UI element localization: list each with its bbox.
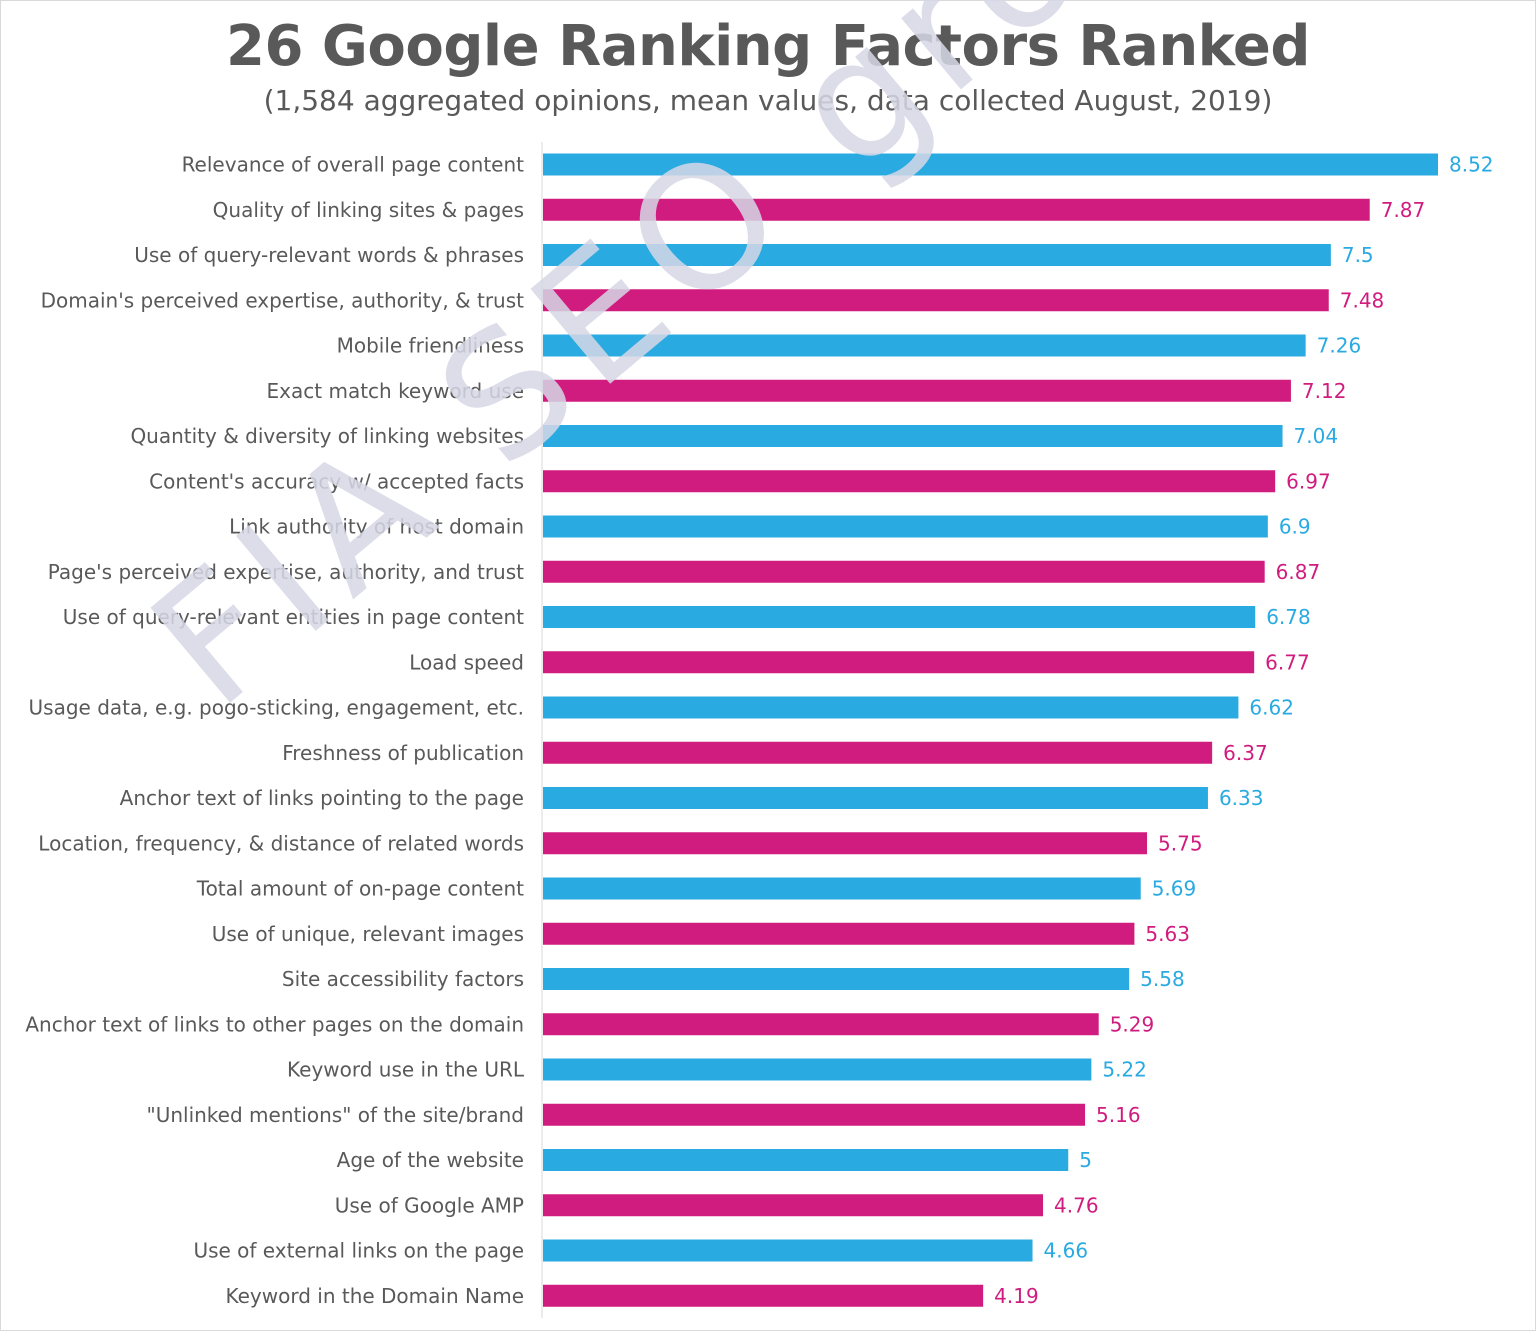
category-label: Anchor text of links pointing to the pag… <box>120 786 524 810</box>
bar <box>543 877 1141 900</box>
bar <box>543 1103 1086 1126</box>
data-label: 4.19 <box>994 1284 1039 1308</box>
category-label: Link authority of host domain <box>229 515 524 539</box>
category-label: Use of external links on the page <box>193 1239 524 1263</box>
bar <box>543 334 1306 357</box>
bar <box>543 153 1438 176</box>
data-label: 5.22 <box>1102 1058 1147 1082</box>
chart-title: 26 Google Ranking Factors Ranked <box>226 14 1310 79</box>
bar <box>543 606 1256 628</box>
category-label: Load speed <box>409 650 524 674</box>
bar <box>543 198 1370 221</box>
category-label: Anchor text of links to other pages on t… <box>25 1012 524 1036</box>
bar <box>543 244 1331 266</box>
category-label: Keyword in the Domain Name <box>225 1284 524 1308</box>
data-label: 7.87 <box>1381 198 1426 222</box>
plot-area: Relevance of overall page content 8.52 Qua… <box>25 142 1494 1318</box>
category-label: Keyword use in the URL <box>287 1058 525 1082</box>
data-label: 6.97 <box>1286 469 1331 493</box>
data-label: 8.52 <box>1449 153 1494 177</box>
data-label: 7.48 <box>1340 288 1385 312</box>
bar <box>543 696 1239 719</box>
category-label: Age of the website <box>337 1148 524 1172</box>
bar <box>543 1058 1092 1081</box>
category-label: Domain's perceived expertise, authority,… <box>41 288 525 312</box>
category-label: Exact match keyword use <box>267 379 524 403</box>
bar <box>543 1284 984 1307</box>
data-label: 6.37 <box>1223 741 1268 765</box>
category-label: Site accessibility factors <box>282 967 524 991</box>
category-label: Use of query-relevant entities in page c… <box>63 605 524 629</box>
data-label: 6.33 <box>1219 786 1264 810</box>
category-label: Relevance of overall page content <box>182 153 525 177</box>
chart-subtitle: (1,584 aggregated opinions, mean values,… <box>263 84 1273 117</box>
bar <box>543 470 1276 493</box>
data-label: 5.63 <box>1145 922 1190 946</box>
data-label: 6.62 <box>1249 696 1294 720</box>
category-label: Freshness of publication <box>282 741 524 765</box>
data-label: 6.77 <box>1265 650 1310 674</box>
data-label: 7.04 <box>1294 424 1339 448</box>
category-label: Use of Google AMP <box>335 1193 524 1217</box>
category-label: Mobile friendliness <box>337 334 524 358</box>
data-label: 5.58 <box>1140 967 1185 991</box>
data-label: 6.9 <box>1279 515 1311 539</box>
data-label: 7.26 <box>1317 334 1362 358</box>
bar <box>543 515 1268 538</box>
bar <box>543 379 1291 402</box>
bar <box>543 1194 1044 1217</box>
category-label: Total amount of on-page content <box>196 877 524 901</box>
bar <box>543 922 1135 945</box>
data-label: 7.5 <box>1342 243 1374 267</box>
data-label: 7.12 <box>1302 379 1347 403</box>
category-label: Quality of linking sites & pages <box>213 198 524 222</box>
category-label: Location, frequency, & distance of relat… <box>38 831 524 855</box>
bar <box>543 289 1329 312</box>
data-label: 5.69 <box>1152 877 1197 901</box>
category-label: "Unlinked mentions" of the site/brand <box>147 1103 525 1127</box>
data-label: 5.16 <box>1096 1103 1141 1127</box>
category-label: Use of query-relevant words & phrases <box>134 243 524 267</box>
bar <box>543 560 1265 583</box>
category-label: Page's perceived expertise, authority, a… <box>48 560 524 584</box>
category-label: Use of unique, relevant images <box>212 922 524 946</box>
bar <box>543 651 1255 674</box>
bar <box>543 832 1148 855</box>
category-label: Quantity & diversity of linking websites <box>130 424 524 448</box>
data-label: 6.78 <box>1266 605 1311 629</box>
data-label: 6.87 <box>1276 560 1321 584</box>
data-label: 5.75 <box>1158 831 1203 855</box>
bar <box>543 1239 1033 1262</box>
data-label: 5.29 <box>1110 1012 1155 1036</box>
category-label: Content's accuracy w/ accepted facts <box>149 469 524 493</box>
data-label: 5 <box>1079 1148 1092 1172</box>
data-label: 4.76 <box>1054 1193 1099 1217</box>
bar <box>543 1013 1099 1036</box>
bar <box>543 968 1130 990</box>
data-label: 4.66 <box>1044 1239 1089 1263</box>
category-label: Usage data, e.g. pogo-sticking, engageme… <box>29 696 524 720</box>
bar <box>543 425 1283 447</box>
bar <box>543 787 1208 809</box>
bar <box>543 741 1213 764</box>
bar <box>543 1149 1069 1171</box>
